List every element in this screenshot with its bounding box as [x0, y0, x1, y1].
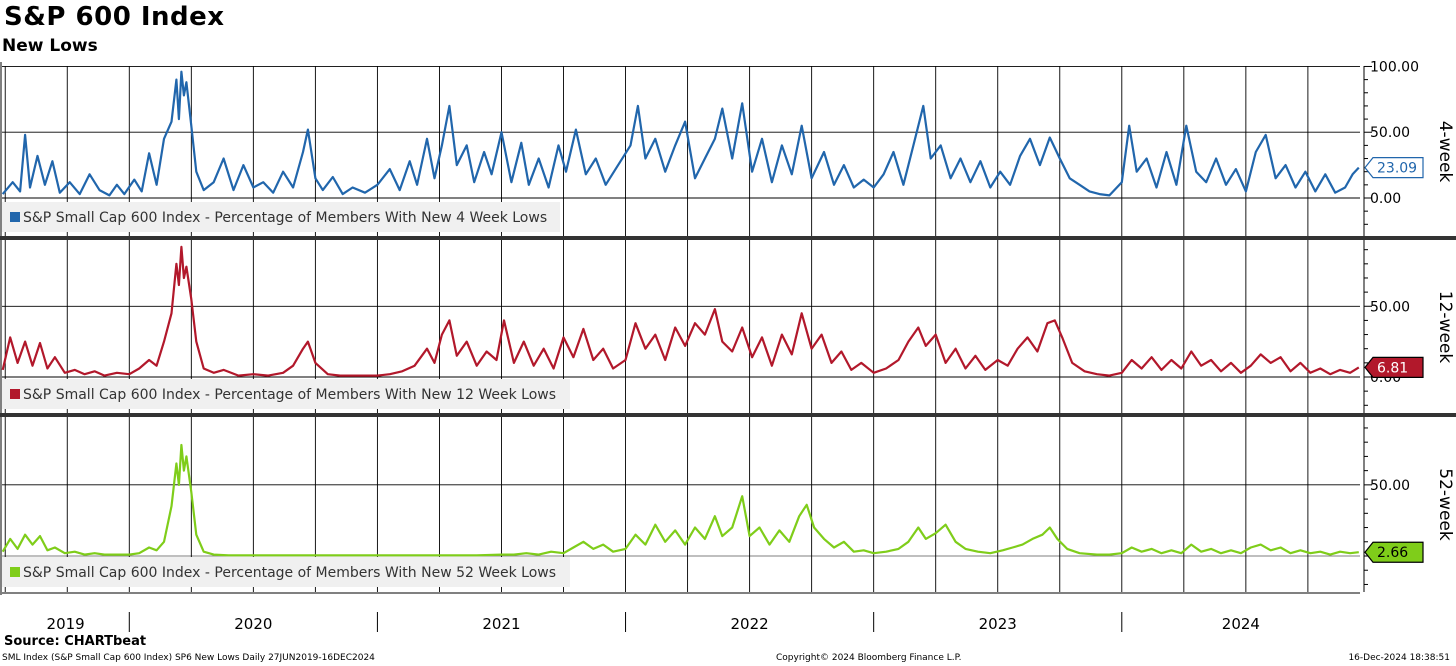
legend-swatch	[10, 567, 20, 577]
last-value-label: 23.09	[1377, 161, 1417, 177]
last-value-label: 6.81	[1377, 360, 1408, 376]
legend-label: S&P Small Cap 600 Index - Percentage of …	[23, 387, 556, 403]
footer-timestamp: 16-Dec-2024 18:38:51	[1348, 653, 1450, 663]
x-year-label: 2022	[731, 615, 769, 633]
panel-title: 52-week	[1435, 468, 1455, 541]
legend-label: S&P Small Cap 600 Index - Percentage of …	[23, 210, 547, 226]
series-line-4-week	[1, 70, 1360, 197]
x-year-label: 2020	[234, 615, 272, 633]
x-year-label: 2021	[482, 615, 520, 633]
panel-separator	[0, 236, 1456, 240]
legend-box	[2, 379, 570, 409]
page-title: S&P 600 Index	[4, 2, 225, 32]
footer-description: SML Index (S&P Small Cap 600 Index) SP6 …	[2, 653, 375, 663]
last-value-badge	[1364, 541, 1424, 563]
y-tick-label: 50.00	[1370, 125, 1410, 141]
y-tick-label: 0.00	[1370, 191, 1401, 207]
footer-copyright: Copyright© 2024 Bloomberg Finance L.P.	[776, 653, 962, 663]
x-year-label: 2024	[1222, 615, 1260, 633]
x-year-label: 2019	[47, 615, 85, 633]
panel-title: 12-week	[1435, 291, 1455, 364]
legend-swatch	[10, 389, 20, 399]
last-value-label: 2.66	[1377, 545, 1408, 561]
y-tick-label: 50.00	[1370, 299, 1410, 315]
page-subtitle: New Lows	[2, 36, 98, 56]
panel-title: 4-week	[1435, 121, 1455, 183]
last-value-badge	[1364, 157, 1424, 179]
legend-swatch	[10, 212, 20, 222]
panel-separator	[0, 413, 1456, 417]
x-year-label: 2023	[979, 615, 1017, 633]
legend-box	[2, 202, 560, 232]
y-tick-label: 100.00	[1370, 59, 1419, 75]
source-label: Source: CHARTbeat	[4, 634, 147, 649]
legend-label: S&P Small Cap 600 Index - Percentage of …	[23, 565, 556, 581]
series-line-12-week	[1, 245, 1360, 377]
legend-box	[2, 557, 570, 587]
series-line-52-week	[1, 443, 1359, 557]
last-value-badge	[1364, 356, 1424, 378]
y-tick-label: 50.00	[1370, 478, 1410, 494]
